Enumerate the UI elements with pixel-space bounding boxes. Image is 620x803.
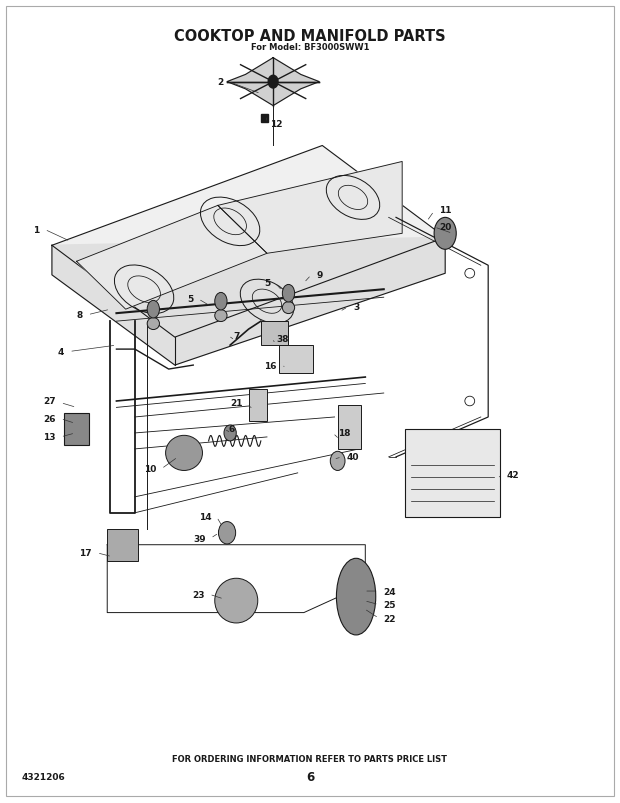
Text: 12: 12: [270, 120, 283, 128]
Text: 10: 10: [144, 465, 156, 474]
Text: 42: 42: [507, 471, 519, 479]
Circle shape: [330, 452, 345, 471]
Text: 20: 20: [439, 223, 451, 232]
Ellipse shape: [465, 397, 475, 406]
Ellipse shape: [147, 318, 159, 330]
Circle shape: [218, 522, 236, 544]
Text: 5: 5: [264, 279, 270, 288]
Ellipse shape: [147, 301, 159, 319]
Text: 1: 1: [33, 226, 40, 234]
Ellipse shape: [337, 559, 376, 635]
Text: 4: 4: [58, 348, 64, 357]
Text: For Model: BF3000SWW1: For Model: BF3000SWW1: [250, 43, 370, 52]
Ellipse shape: [282, 285, 294, 303]
Ellipse shape: [166, 436, 203, 471]
Text: 11: 11: [439, 206, 451, 214]
Ellipse shape: [215, 578, 258, 623]
Ellipse shape: [434, 218, 456, 250]
Ellipse shape: [465, 269, 475, 279]
Text: 6: 6: [306, 770, 314, 783]
Text: 18: 18: [338, 429, 350, 438]
Text: 13: 13: [43, 433, 56, 442]
Text: 4321206: 4321206: [21, 772, 65, 781]
Text: 6: 6: [229, 425, 235, 434]
Polygon shape: [218, 162, 402, 254]
Text: 3: 3: [353, 303, 359, 312]
Bar: [338, 406, 361, 450]
Text: 21: 21: [230, 398, 242, 408]
Bar: [405, 430, 500, 517]
Text: 26: 26: [43, 414, 56, 423]
Bar: [279, 345, 313, 373]
Text: 5: 5: [187, 295, 193, 304]
Bar: [261, 322, 288, 345]
Bar: [261, 114, 268, 122]
Text: 25: 25: [384, 601, 396, 609]
Text: 2: 2: [218, 78, 224, 87]
Text: 9: 9: [316, 271, 322, 280]
Ellipse shape: [282, 302, 294, 314]
Text: FOR ORDERING INFORMATION REFER TO PARTS PRICE LIST: FOR ORDERING INFORMATION REFER TO PARTS …: [172, 754, 448, 764]
Text: COOKTOP AND MANIFOLD PARTS: COOKTOP AND MANIFOLD PARTS: [174, 29, 446, 43]
Text: 23: 23: [192, 590, 205, 599]
Polygon shape: [76, 206, 267, 310]
Text: 39: 39: [193, 534, 206, 543]
Text: 17: 17: [79, 548, 92, 557]
Polygon shape: [227, 59, 319, 107]
Text: 22: 22: [384, 614, 396, 623]
Text: 14: 14: [199, 512, 211, 522]
Text: 16: 16: [264, 361, 276, 370]
Bar: [64, 414, 89, 446]
Text: 24: 24: [384, 587, 396, 596]
Text: 8: 8: [76, 311, 82, 320]
Polygon shape: [52, 146, 445, 338]
Ellipse shape: [215, 293, 227, 311]
Bar: [249, 389, 267, 422]
Text: 40: 40: [347, 453, 360, 462]
Ellipse shape: [215, 310, 227, 322]
Text: 38: 38: [276, 335, 289, 344]
Polygon shape: [52, 238, 445, 365]
Text: 27: 27: [43, 397, 56, 406]
Circle shape: [268, 76, 278, 89]
Bar: [107, 529, 138, 561]
Text: 7: 7: [233, 332, 239, 340]
Circle shape: [224, 426, 236, 442]
